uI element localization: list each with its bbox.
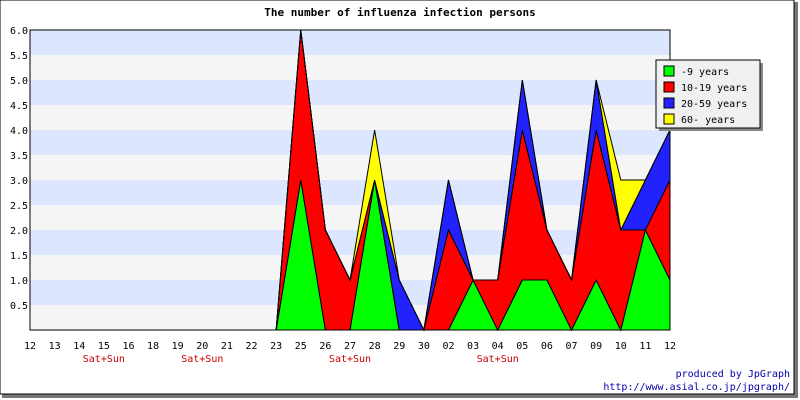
legend-label: 10-19 years (681, 83, 747, 94)
y-tick-label: 6.0 (10, 26, 28, 37)
grid-band (30, 180, 670, 205)
legend-swatch (663, 65, 675, 77)
legend-swatch (663, 113, 675, 125)
y-tick-label: 1.5 (10, 251, 28, 262)
y-tick-label: 3.5 (10, 151, 28, 162)
x-tick-label: 13 (49, 341, 61, 352)
x-tick-label: 25 (295, 341, 307, 352)
y-tick-label: 2.0 (10, 226, 28, 237)
legend-label: 60- years (681, 115, 735, 126)
x-tick-label: 29 (393, 341, 405, 352)
credit-url[interactable]: http://www.asial.co.jp/jpgraph/ (603, 382, 790, 393)
weekend-label: Sat+Sun (181, 354, 223, 365)
y-tick-label: 1.0 (10, 276, 28, 287)
x-tick-label: 22 (246, 341, 258, 352)
x-tick-label: 14 (73, 341, 85, 352)
x-tick-label: 15 (98, 341, 110, 352)
legend-swatch (663, 81, 675, 93)
legend-label: 20-59 years (681, 99, 747, 110)
y-axis: 0.5 1.0 1.5 2.0 2.5 3.0 3.5 4.0 4.5 5.0 5.5 6.0 (10, 26, 28, 312)
y-tick-label: 5.0 (10, 76, 28, 87)
x-tick-label: 05 (516, 341, 528, 352)
grid-band (30, 130, 670, 155)
x-tick-label: 18 (147, 341, 159, 352)
grid-band (30, 230, 670, 255)
x-tick-label: 23 (270, 341, 282, 352)
grid-band (30, 105, 670, 130)
x-tick-label: 21 (221, 341, 233, 352)
y-tick-label: 4.5 (10, 101, 28, 112)
plot-border (29, 29, 671, 331)
x-tick-label: 28 (369, 341, 381, 352)
grid-band (30, 155, 670, 180)
y-tick-label: 4.0 (10, 126, 28, 137)
legend-label: -9 years (681, 67, 729, 78)
x-tick-label: 20 (196, 341, 208, 352)
y-tick-label: 2.5 (10, 201, 28, 212)
grid-band (30, 55, 670, 80)
x-tick-label: 07 (566, 341, 578, 352)
x-tick-label: 09 (590, 341, 602, 352)
chart-title: The number of influenza infection person… (264, 6, 536, 19)
grid-band (30, 80, 670, 105)
x-tick-label: 12 (664, 341, 676, 352)
x-tick-label: 06 (541, 341, 553, 352)
x-tick-label: 03 (467, 341, 479, 352)
x-tick-label: 12 (24, 341, 36, 352)
grid-band (30, 30, 670, 55)
x-axis: 12 13 14 15 16 18 19 20 21 22 23 25 26 27 28 29 30 02 03 04… (24, 341, 676, 365)
weekend-label: Sat+Sun (83, 354, 125, 365)
x-tick-label: 30 (418, 341, 430, 352)
y-tick-label: 0.5 (10, 301, 28, 312)
credit-produced-by: produced by JpGraph (676, 369, 790, 380)
x-tick-label: 10 (615, 341, 627, 352)
x-tick-label: 11 (639, 341, 651, 352)
x-tick-label: 19 (172, 341, 184, 352)
x-tick-label: 26 (319, 341, 331, 352)
x-tick-label: 04 (492, 341, 504, 352)
weekend-label: Sat+Sun (477, 354, 519, 365)
x-tick-label: 02 (442, 341, 454, 352)
y-tick-label: 5.5 (10, 51, 28, 62)
x-tick-label: 16 (122, 341, 134, 352)
grid-band (30, 205, 670, 230)
legend-swatch (663, 97, 675, 109)
y-tick-label: 3.0 (10, 176, 28, 187)
weekend-label: Sat+Sun (329, 354, 371, 365)
legend: -9 years 10-19 years 20-59 years 60- years (655, 59, 763, 131)
x-tick-label: 27 (344, 341, 356, 352)
